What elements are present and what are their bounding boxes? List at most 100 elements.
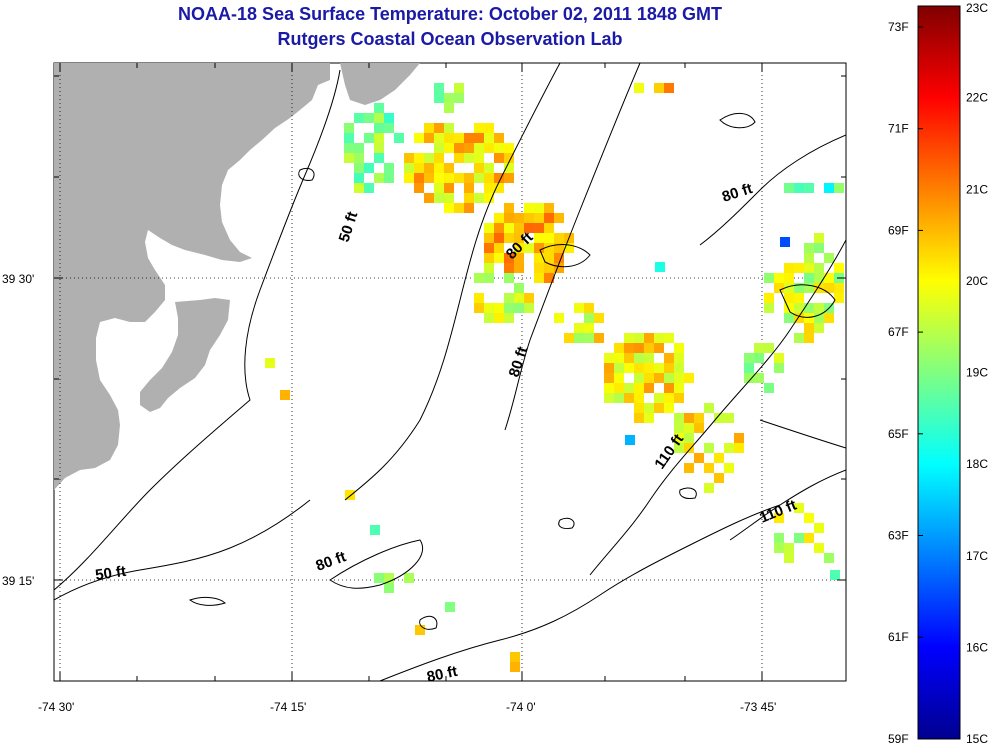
sst-pixel xyxy=(494,233,504,243)
sst-pixel xyxy=(504,173,514,183)
sst-pixel xyxy=(784,313,794,323)
sst-pixel xyxy=(544,273,554,283)
sst-pixel xyxy=(544,213,554,223)
sst-pixel xyxy=(544,203,554,213)
sst-pixel xyxy=(494,173,504,183)
sst-pixel xyxy=(474,123,484,133)
map-subtitle: Rutgers Coastal Ocean Observation Lab xyxy=(277,29,623,49)
sst-pixel xyxy=(824,553,834,563)
sst-pixel xyxy=(504,293,514,303)
sst-pixel xyxy=(474,173,484,183)
sst-pixel xyxy=(684,443,694,453)
sst-pixel xyxy=(634,363,644,373)
sst-pixel xyxy=(484,223,494,233)
sst-pixel xyxy=(744,363,754,373)
sst-pixel xyxy=(524,213,534,223)
sst-pixel xyxy=(654,83,664,93)
sst-pixel xyxy=(484,173,494,183)
sst-pixel xyxy=(494,133,504,143)
sst-pixel xyxy=(414,153,424,163)
sst-pixel xyxy=(824,283,834,293)
sst-pixel xyxy=(684,413,694,423)
colorbar-f-label: 61F xyxy=(888,630,909,644)
sst-pixel xyxy=(724,463,734,473)
sst-pixel xyxy=(374,133,384,143)
sst-pixel xyxy=(434,83,444,93)
sst-pixel xyxy=(474,303,484,313)
sst-pixel xyxy=(654,393,664,403)
sst-pixel xyxy=(764,273,774,283)
sst-pixel xyxy=(764,343,774,353)
sst-pixel xyxy=(494,313,504,323)
sst-pixel xyxy=(494,213,504,223)
sst-pixel xyxy=(424,163,434,173)
sst-pixel xyxy=(780,237,790,247)
sst-pixel xyxy=(674,433,684,443)
sst-pixel xyxy=(434,163,444,173)
sst-pixel xyxy=(624,343,634,353)
sst-pixel xyxy=(534,253,544,263)
sst-pixel xyxy=(774,513,784,523)
sst-pixel xyxy=(614,393,624,403)
sst-pixel xyxy=(544,223,554,233)
lat-label: 39 15' xyxy=(2,574,34,588)
sst-pixel xyxy=(484,193,494,203)
sst-pixel xyxy=(574,303,584,313)
sst-pixel xyxy=(634,333,644,343)
sst-pixel xyxy=(604,353,614,363)
sst-pixel xyxy=(694,413,704,423)
sst-pixel xyxy=(504,213,514,223)
sst-pixel xyxy=(625,435,635,445)
sst-pixel xyxy=(374,123,384,133)
sst-pixel xyxy=(464,193,474,203)
sst-pixel xyxy=(814,313,824,323)
colorbar-celsius-labels: 23C 22C 21C 20C 19C 18C 17C 16C 15C xyxy=(966,1,988,746)
sst-pixel xyxy=(674,393,684,403)
sst-pixel xyxy=(624,393,634,403)
sst-pixel xyxy=(624,383,634,393)
sst-pixel xyxy=(494,153,504,163)
sst-pixel xyxy=(664,83,674,93)
sst-pixel xyxy=(674,373,684,383)
sst-pixel xyxy=(354,143,364,153)
sst-pixel xyxy=(594,313,604,323)
sst-pixel xyxy=(794,283,804,293)
sst-pixel xyxy=(684,423,694,433)
sst-pixel xyxy=(544,243,554,253)
sst-pixel xyxy=(434,183,444,193)
sst-pixel xyxy=(574,323,584,333)
sst-pixel xyxy=(384,123,394,133)
sst-pixel xyxy=(554,263,564,273)
sst-pixel xyxy=(384,573,394,583)
sst-pixel xyxy=(514,293,524,303)
sst-pixel xyxy=(504,223,514,233)
sst-pixel xyxy=(524,303,534,313)
sst-pixel xyxy=(504,163,514,173)
sst-pixel xyxy=(534,203,544,213)
sst-pixel xyxy=(644,373,654,383)
sst-pixel xyxy=(614,383,624,393)
sst-pixel xyxy=(544,263,554,273)
sst-pixel xyxy=(614,353,624,363)
sst-pixel xyxy=(374,103,384,113)
colorbar-f-label: 63F xyxy=(888,529,909,543)
sst-pixel xyxy=(664,363,674,373)
sst-pixel xyxy=(794,313,804,323)
colorbar-f-label: 73F xyxy=(888,20,909,34)
sst-pixel xyxy=(484,273,494,283)
sst-pixel xyxy=(634,83,644,93)
sst-pixel xyxy=(434,93,444,103)
sst-pixel xyxy=(804,513,814,523)
sst-pixel xyxy=(504,303,514,313)
sst-pixel xyxy=(814,273,824,283)
sst-pixel xyxy=(714,413,724,423)
sst-pixel xyxy=(724,413,734,423)
sst-pixel xyxy=(280,390,290,400)
sst-pixel xyxy=(464,173,474,183)
sst-pixel xyxy=(634,373,644,383)
sst-pixel xyxy=(644,413,654,423)
sst-pixel xyxy=(464,143,474,153)
sst-pixel xyxy=(834,293,844,303)
sst-pixel xyxy=(364,183,374,193)
sst-pixel xyxy=(574,333,584,343)
